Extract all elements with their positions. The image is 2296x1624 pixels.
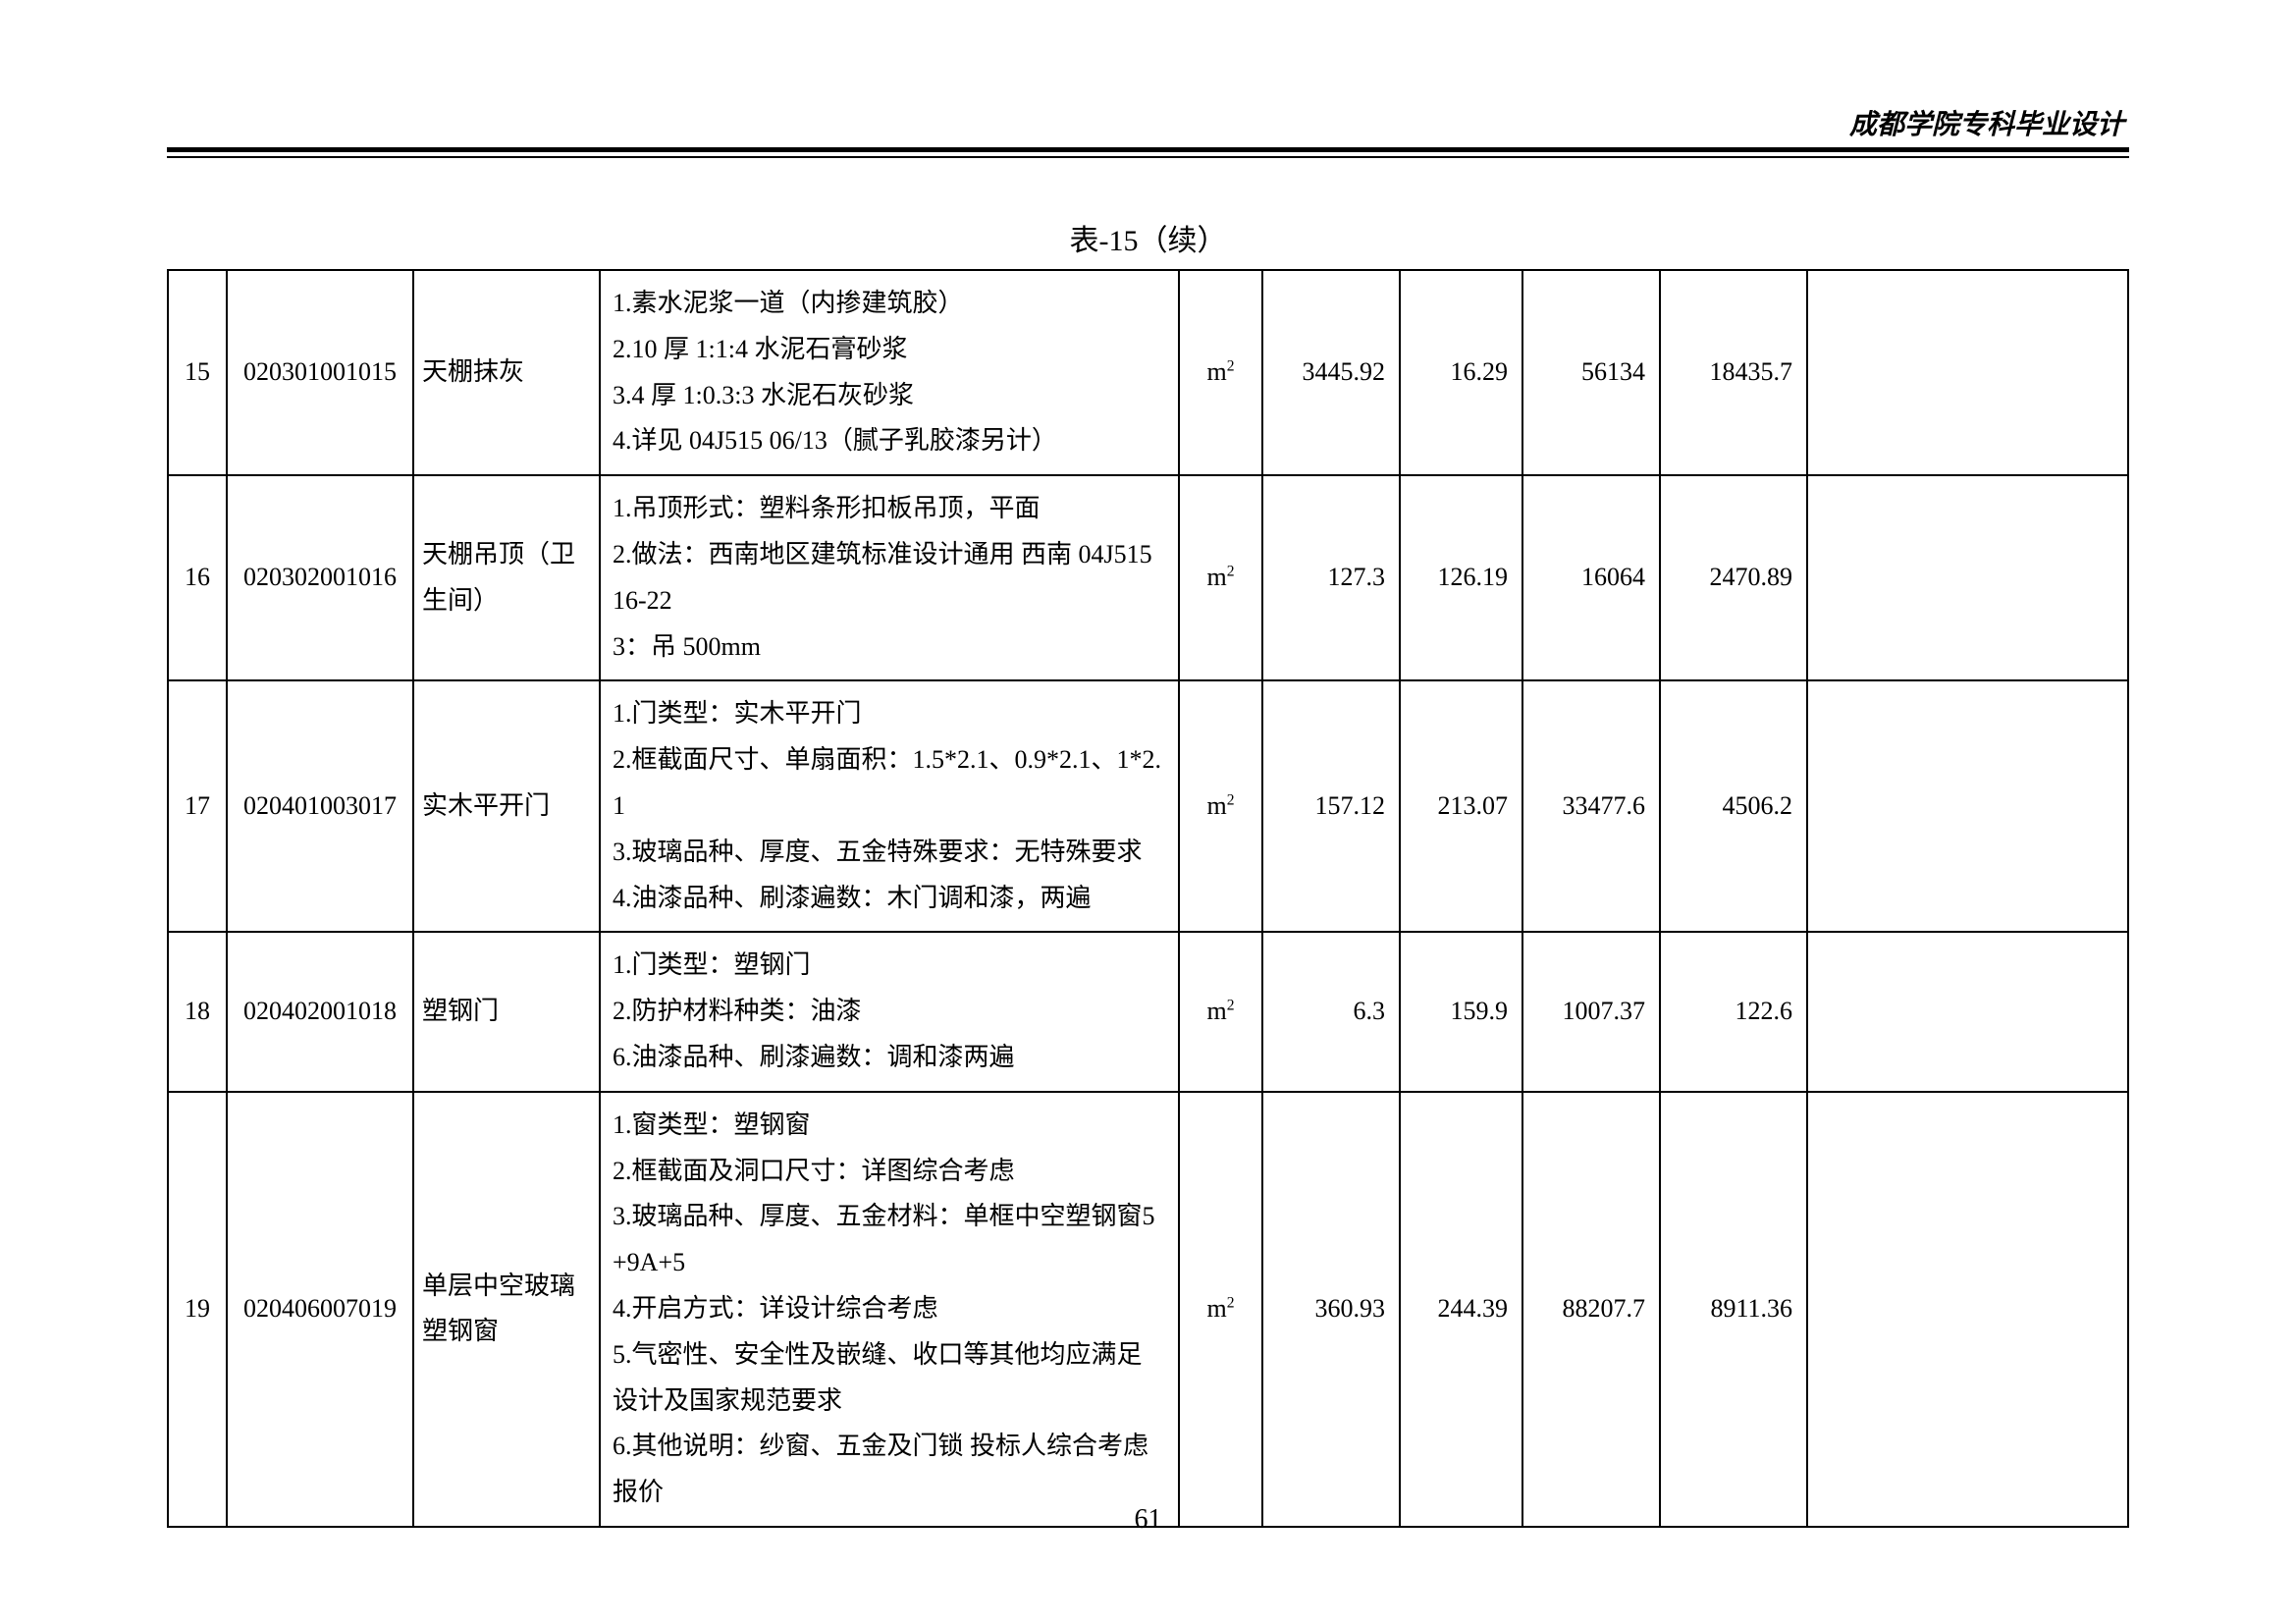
desc-line: 4.油漆品种、刷漆遍数：木门调和漆，两遍 [613, 876, 1166, 922]
page: 成都学院专科毕业设计 表-15（续） 15020301001015天棚抹灰1.素… [0, 0, 2296, 1624]
desc-line: 2.做法：西南地区建筑标准设计通用 西南 04J515 16-22 [613, 532, 1166, 624]
cell: 56134 [1522, 270, 1660, 475]
cell: 1.素水泥浆一道（内掺建筑胶）2.10 厚 1:1:4 水泥石膏砂浆3.4 厚 … [600, 270, 1179, 475]
table-row: 16020302001016天棚吊顶（卫生间）1.吊顶形式：塑料条形扣板吊顶，平… [168, 475, 2128, 680]
header-rule [167, 147, 2129, 158]
table-row: 19020406007019单层中空玻璃塑钢窗1.窗类型：塑钢窗2.框截面及洞口… [168, 1092, 2128, 1527]
cell: m2 [1179, 475, 1262, 680]
cell: 127.3 [1262, 475, 1400, 680]
cell: 16 [168, 475, 227, 680]
desc-line: 5.气密性、安全性及嵌缝、收口等其他均应满足设计及国家规范要求 [613, 1332, 1166, 1425]
table-row: 18020402001018塑钢门1.门类型：塑钢门2.防护材料种类：油漆6.油… [168, 932, 2128, 1091]
desc-line: 6.其他说明：纱窗、五金及门锁 投标人综合考虑报价 [613, 1424, 1166, 1516]
cell: m2 [1179, 1092, 1262, 1527]
desc-line: 1.素水泥浆一道（内掺建筑胶） [613, 281, 1166, 327]
cell: 1.门类型：实木平开门2.框截面尺寸、单扇面积：1.5*2.1、0.9*2.1、… [600, 680, 1179, 932]
cell: 实木平开门 [413, 680, 600, 932]
cell: 3445.92 [1262, 270, 1400, 475]
desc-line: 6.油漆品种、刷漆遍数：调和漆两遍 [613, 1035, 1166, 1081]
cell: 1.窗类型：塑钢窗2.框截面及洞口尺寸：详图综合考虑3.玻璃品种、厚度、五金材料… [600, 1092, 1179, 1527]
cell: 天棚吊顶（卫生间） [413, 475, 600, 680]
cell: 360.93 [1262, 1092, 1400, 1527]
cell: 单层中空玻璃塑钢窗 [413, 1092, 600, 1527]
cell: 8911.36 [1660, 1092, 1807, 1527]
cell: 1.吊顶形式：塑料条形扣板吊顶，平面2.做法：西南地区建筑标准设计通用 西南 0… [600, 475, 1179, 680]
desc-line: 4.开启方式：详设计综合考虑 [613, 1286, 1166, 1332]
cell: 122.6 [1660, 932, 1807, 1091]
cell: 020301001015 [227, 270, 413, 475]
table-row: 17020401003017实木平开门1.门类型：实木平开门2.框截面尺寸、单扇… [168, 680, 2128, 932]
desc-line: 1.窗类型：塑钢窗 [613, 1103, 1166, 1149]
cell: 1.门类型：塑钢门2.防护材料种类：油漆6.油漆品种、刷漆遍数：调和漆两遍 [600, 932, 1179, 1091]
cell: 020406007019 [227, 1092, 413, 1527]
desc-line: 3.4 厚 1:0.3:3 水泥石灰砂浆 [613, 373, 1166, 419]
cell [1807, 270, 2128, 475]
cell: 塑钢门 [413, 932, 600, 1091]
desc-line: 3.玻璃品种、厚度、五金材料：单框中空塑钢窗5+9A+5 [613, 1194, 1166, 1286]
cell: 157.12 [1262, 680, 1400, 932]
cell [1807, 1092, 2128, 1527]
cell [1807, 475, 2128, 680]
desc-line: 1.门类型：实木平开门 [613, 691, 1166, 737]
cell: 18435.7 [1660, 270, 1807, 475]
desc-line: 2.框截面及洞口尺寸：详图综合考虑 [613, 1149, 1166, 1195]
cell [1807, 932, 2128, 1091]
cell: m2 [1179, 680, 1262, 932]
table-body: 15020301001015天棚抹灰1.素水泥浆一道（内掺建筑胶）2.10 厚 … [168, 270, 2128, 1527]
cell [1807, 680, 2128, 932]
cell: 2470.89 [1660, 475, 1807, 680]
desc-line: 2.防护材料种类：油漆 [613, 989, 1166, 1035]
cell: 020402001018 [227, 932, 413, 1091]
cell: 4506.2 [1660, 680, 1807, 932]
desc-line: 2.框截面尺寸、单扇面积：1.5*2.1、0.9*2.1、1*2.1 [613, 737, 1166, 830]
cell: 020401003017 [227, 680, 413, 932]
desc-line: 1.吊顶形式：塑料条形扣板吊顶，平面 [613, 486, 1166, 532]
desc-line: 2.10 厚 1:1:4 水泥石膏砂浆 [613, 327, 1166, 373]
desc-line: 3.玻璃品种、厚度、五金特殊要求：无特殊要求 [613, 830, 1166, 876]
cell: 天棚抹灰 [413, 270, 600, 475]
cell: 126.19 [1400, 475, 1522, 680]
cell: m2 [1179, 270, 1262, 475]
cell: 18 [168, 932, 227, 1091]
cell: 19 [168, 1092, 227, 1527]
cell: 88207.7 [1522, 1092, 1660, 1527]
cell: m2 [1179, 932, 1262, 1091]
cell: 159.9 [1400, 932, 1522, 1091]
boq-table: 15020301001015天棚抹灰1.素水泥浆一道（内掺建筑胶）2.10 厚 … [167, 269, 2129, 1528]
cell: 244.39 [1400, 1092, 1522, 1527]
cell: 16.29 [1400, 270, 1522, 475]
cell: 6.3 [1262, 932, 1400, 1091]
desc-line: 3：吊 500mm [613, 624, 1166, 671]
cell: 020302001016 [227, 475, 413, 680]
desc-line: 4.详见 04J515 06/13（腻子乳胶漆另计） [613, 418, 1166, 464]
cell: 15 [168, 270, 227, 475]
cell: 17 [168, 680, 227, 932]
page-header-title: 成都学院专科毕业设计 [1849, 103, 2124, 142]
table-row: 15020301001015天棚抹灰1.素水泥浆一道（内掺建筑胶）2.10 厚 … [168, 270, 2128, 475]
cell: 213.07 [1400, 680, 1522, 932]
cell: 16064 [1522, 475, 1660, 680]
table-caption: 表-15（续） [167, 216, 2129, 259]
cell: 1007.37 [1522, 932, 1660, 1091]
page-number: 61 [0, 1504, 2296, 1536]
cell: 33477.6 [1522, 680, 1660, 932]
desc-line: 1.门类型：塑钢门 [613, 943, 1166, 989]
